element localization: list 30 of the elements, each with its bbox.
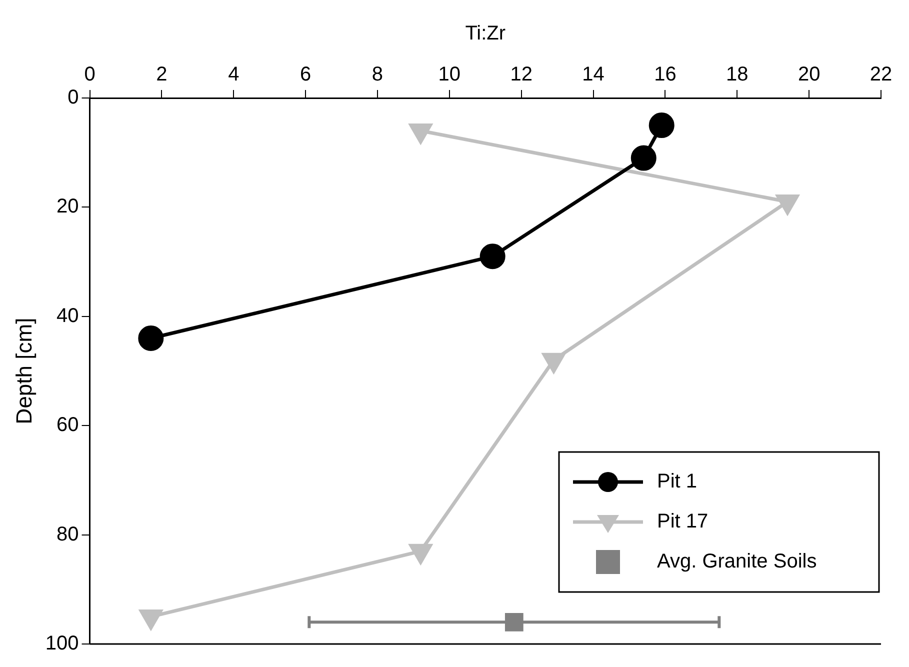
x-tick-label: 6	[300, 64, 312, 86]
point	[542, 352, 565, 373]
point	[480, 244, 506, 270]
y-tick-label: 60	[56, 414, 79, 436]
y-axis-title: Depth [cm]	[11, 318, 36, 424]
legend-label: Avg. Granite Soils	[657, 550, 817, 573]
x-tick-label: 10	[438, 64, 461, 86]
y-tick-label: 100	[45, 632, 79, 655]
x-tick-label: 12	[510, 64, 532, 86]
legend-label: Pit 1	[657, 470, 698, 493]
y-tick-label: 20	[56, 196, 79, 218]
x-tick-label: 20	[798, 64, 820, 86]
x-tick-label: 2	[156, 64, 168, 86]
x-tick-label: 0	[84, 64, 96, 86]
y-tick-label: 0	[68, 86, 79, 109]
y-tick-label: 80	[56, 523, 79, 546]
x-tick-label: 16	[654, 64, 676, 86]
x-axis-title: Ti:Zr	[465, 22, 506, 45]
point	[409, 544, 432, 564]
x-tick-label: 18	[726, 64, 748, 86]
y-tick-label: 40	[56, 304, 79, 327]
point	[140, 609, 162, 630]
x-tick-label: 22	[870, 64, 892, 86]
point	[138, 325, 164, 351]
x-tick-label: 4	[228, 64, 240, 86]
point	[630, 145, 656, 171]
legend-label: Pit 17	[657, 510, 708, 533]
point	[648, 112, 674, 138]
x-tick-label: 14	[582, 64, 604, 86]
x-tick-label: 8	[372, 64, 384, 86]
